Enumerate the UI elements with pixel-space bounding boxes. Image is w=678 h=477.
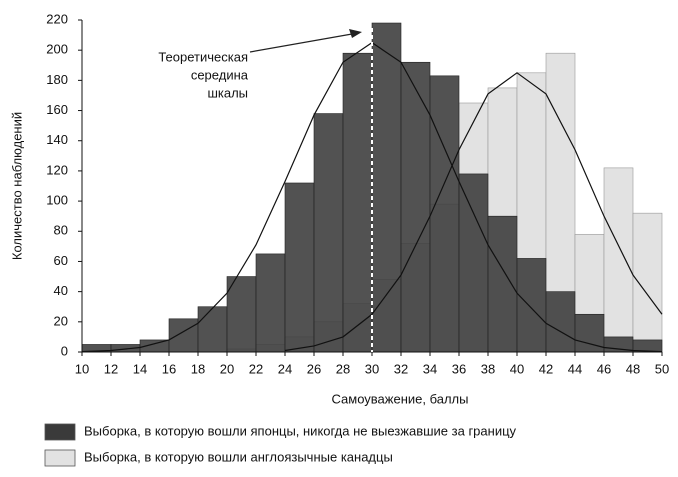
bar (197, 306, 228, 353)
bar (313, 113, 344, 353)
x-tick-label: 12 (104, 361, 118, 376)
legend-swatch (44, 449, 76, 467)
bar (603, 167, 634, 353)
x-tick-label: 28 (336, 361, 350, 376)
x-tick-label: 26 (307, 361, 321, 376)
x-tick-label: 46 (597, 361, 611, 376)
arrow-head (349, 29, 362, 38)
x-tick-label: 50 (655, 361, 669, 376)
x-tick-label: 20 (220, 361, 234, 376)
x-tick-label: 48 (626, 361, 640, 376)
legend-label: Выборка, в которую вошли японцы, никогда… (84, 423, 517, 438)
x-tick-label: 40 (510, 361, 524, 376)
bar (371, 22, 402, 353)
annotation: середина (191, 67, 249, 82)
y-tick-label: 20 (54, 313, 68, 328)
x-tick-label: 16 (162, 361, 176, 376)
bar (284, 182, 315, 353)
x-tick-label: 42 (539, 361, 553, 376)
bar (429, 75, 460, 353)
x-tick-label: 22 (249, 361, 263, 376)
x-tick-label: 24 (278, 361, 292, 376)
y-tick-label: 180 (46, 72, 68, 87)
bar (458, 173, 489, 353)
bar (342, 52, 373, 353)
y-tick-label: 0 (61, 343, 68, 358)
y-tick-label: 120 (46, 162, 68, 177)
bar (632, 212, 663, 353)
bar (487, 215, 518, 353)
annotation: Теоретическая (158, 49, 248, 64)
legend-swatch (44, 423, 76, 441)
y-tick-label: 60 (54, 253, 68, 268)
x-tick-label: 34 (423, 361, 437, 376)
x-tick-label: 38 (481, 361, 495, 376)
x-tick-label: 44 (568, 361, 582, 376)
fit-curve (284, 72, 663, 352)
y-tick-label: 40 (54, 283, 68, 298)
bar (400, 61, 431, 353)
y-tick-label: 200 (46, 42, 68, 57)
annotation: шкалы (207, 85, 248, 100)
x-tick-label: 18 (191, 361, 205, 376)
bar (516, 258, 547, 353)
x-tick-label: 10 (75, 361, 89, 376)
x-tick-label: 36 (452, 361, 466, 376)
y-tick-label: 160 (46, 102, 68, 117)
x-axis-label: Самоуважение, баллы (332, 391, 469, 406)
y-axis-label: Количество наблюдений (9, 112, 24, 260)
x-tick-label: 32 (394, 361, 408, 376)
bar (226, 276, 257, 353)
y-tick-label: 140 (46, 132, 68, 147)
legend-label: Выборка, в которую вошли англоязычные ка… (84, 449, 393, 464)
annotation-arrow (249, 33, 353, 53)
x-tick-label: 30 (365, 361, 379, 376)
bar (545, 291, 576, 353)
y-tick-label: 220 (46, 11, 68, 26)
y-tick-label: 100 (46, 193, 68, 208)
y-tick-label: 80 (54, 223, 68, 238)
x-tick-label: 14 (133, 361, 147, 376)
bar (168, 318, 199, 353)
bar (255, 253, 286, 353)
